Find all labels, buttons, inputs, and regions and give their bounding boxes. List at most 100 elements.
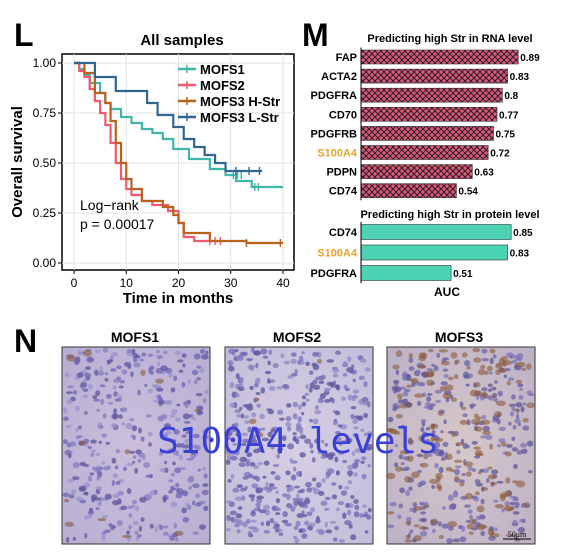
ihc-nucleus xyxy=(239,456,248,463)
ihc-nucleus xyxy=(85,376,90,381)
ihc-nucleus xyxy=(286,403,292,408)
ihc-stain xyxy=(430,518,439,525)
ihc-stain xyxy=(408,352,413,359)
ihc-nucleus xyxy=(263,460,270,466)
ihc-nucleus xyxy=(515,402,523,408)
ihc-title-mofs3: MOFS3 xyxy=(435,329,483,345)
ihc-nucleus xyxy=(433,441,441,448)
ihc-nucleus xyxy=(496,418,501,425)
ihc-nucleus xyxy=(83,532,88,539)
ihc-nucleus xyxy=(191,500,196,506)
ihc-nucleus xyxy=(353,499,359,504)
ihc-nucleus xyxy=(133,362,141,368)
ihc-nucleus xyxy=(285,470,291,476)
ihc-nucleus xyxy=(488,371,493,375)
ihc-nucleus xyxy=(239,376,244,384)
ihc-nucleus xyxy=(79,461,87,467)
ihc-stain xyxy=(434,437,444,442)
ihc-nucleus xyxy=(323,399,331,403)
ihc-nucleus xyxy=(389,501,397,507)
ihc-nucleus xyxy=(363,381,368,388)
ihc-nucleus xyxy=(328,468,335,474)
ihc-nucleus xyxy=(250,435,256,443)
rna-bar-label: FAP xyxy=(336,52,357,64)
ihc-nucleus xyxy=(172,461,176,466)
ihc-stain xyxy=(513,408,520,412)
ihc-nucleus xyxy=(402,375,410,381)
ihc-nuclei-mofs3 xyxy=(385,348,535,544)
ihc-nucleus xyxy=(293,525,299,530)
ihc-nucleus xyxy=(154,526,159,532)
ihc-nucleus xyxy=(280,443,287,447)
km-legend-item-mofs1: MOFS1 xyxy=(178,62,245,77)
ihc-nucleus xyxy=(340,490,348,496)
ihc-nucleus xyxy=(230,516,235,522)
ihc-nucleus xyxy=(101,433,107,438)
ihc-nucleus xyxy=(108,401,114,405)
ihc-stain xyxy=(395,466,403,472)
ihc-nucleus xyxy=(354,448,362,453)
ihc-nucleus xyxy=(145,414,152,418)
ihc-nucleus xyxy=(342,459,348,464)
ihc-nucleus xyxy=(127,505,134,509)
ihc-nucleus xyxy=(181,381,186,388)
ihc-nucleus xyxy=(144,383,148,388)
ihc-nucleus xyxy=(264,370,272,375)
ihc-nucleus xyxy=(332,410,339,414)
panel-l: L All samples 0.00 0.25 0.50 0.75 1.00 0 10 20 3… xyxy=(9,17,295,307)
ihc-nucleus xyxy=(443,419,447,425)
ihc-nucleus xyxy=(387,416,394,423)
auc-xlabel: AUC xyxy=(434,285,460,299)
ihc-nucleus xyxy=(312,477,317,482)
protein-bar-chart: CD74 0.85 S100A4 0.83 PDGFRA 0.51 xyxy=(311,221,533,284)
ihc-nucleus xyxy=(304,392,310,396)
ihc-nucleus xyxy=(272,505,276,512)
ihc-nucleus xyxy=(272,525,280,530)
ihc-nucleus xyxy=(77,372,84,378)
ihc-nucleus xyxy=(267,409,274,415)
ihc-nucleus xyxy=(263,529,271,534)
ihc-nucleus xyxy=(244,485,249,490)
ihc-nucleus xyxy=(342,362,349,368)
ihc-nucleus xyxy=(82,379,87,384)
ihc-nucleus xyxy=(90,439,97,444)
ihc-nucleus xyxy=(185,502,189,506)
ihc-nucleus xyxy=(344,486,350,490)
ihc-nucleus xyxy=(492,397,497,402)
ihc-nucleus xyxy=(111,457,117,464)
rna-bar-label: PDGFRA xyxy=(311,90,358,102)
ihc-nucleus xyxy=(274,529,280,533)
ihc-nucleus xyxy=(511,436,516,441)
ihc-nucleus xyxy=(487,383,493,388)
ihc-stain xyxy=(316,358,323,364)
km-axis-ticks: 0.00 0.25 0.50 0.75 1.00 0 10 20 30 40 xyxy=(33,56,290,290)
ihc-stain xyxy=(526,402,535,409)
ihc-nucleus xyxy=(331,494,338,500)
ihc-nucleus xyxy=(171,408,178,415)
ihc-nucleus xyxy=(302,514,308,518)
km-curves xyxy=(74,61,283,247)
ihc-nucleus xyxy=(229,402,236,408)
ihc-stain xyxy=(487,474,497,480)
ihc-stain xyxy=(428,348,434,353)
ihc-stain xyxy=(453,373,459,380)
ihc-nucleus xyxy=(162,531,169,536)
ihc-nucleus xyxy=(301,395,307,400)
ihc-nucleus xyxy=(474,478,481,484)
ihc-nucleus xyxy=(272,362,279,369)
ihc-nucleus xyxy=(298,528,303,534)
ihc-nucleus xyxy=(250,347,255,353)
ihc-nucleus xyxy=(232,487,240,493)
ihc-nucleus xyxy=(169,413,176,418)
ihc-nucleus xyxy=(342,512,347,519)
ihc-nucleus xyxy=(505,352,514,358)
ihc-stain xyxy=(413,535,422,542)
ihc-nucleus xyxy=(473,496,480,502)
ihc-stain xyxy=(392,364,400,370)
km-ytick-label: 1.00 xyxy=(33,56,57,70)
ihc-nucleus xyxy=(121,369,128,375)
ihc-nucleus xyxy=(442,441,449,448)
ihc-nucleus xyxy=(468,514,473,520)
ihc-nucleus xyxy=(314,377,321,381)
ihc-nucleus xyxy=(255,487,264,494)
